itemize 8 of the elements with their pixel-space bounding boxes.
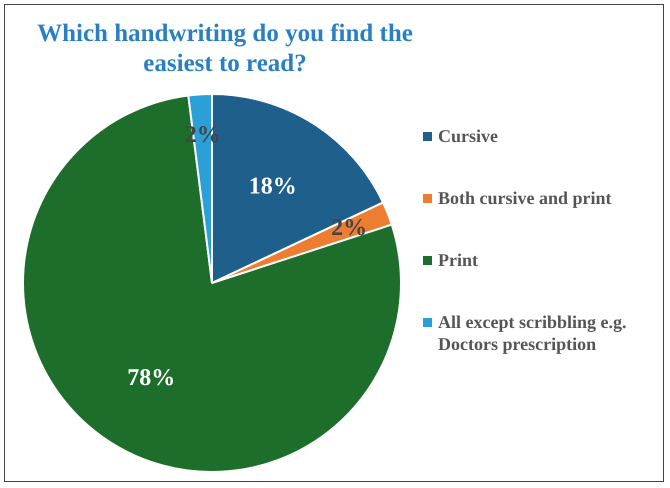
legend-label: Print: [438, 249, 478, 271]
data-label: 78%: [127, 364, 176, 391]
data-label: 18%: [248, 173, 297, 200]
legend-label: Cursive: [438, 125, 498, 147]
chart-title: Which handwriting do you find the easiest to read?: [36, 19, 414, 79]
legend-label: All except scribbling e.g. Doctors prescription: [438, 311, 628, 355]
data-label: 2%: [331, 214, 368, 241]
legend-label: Both cursive and print: [438, 187, 612, 209]
